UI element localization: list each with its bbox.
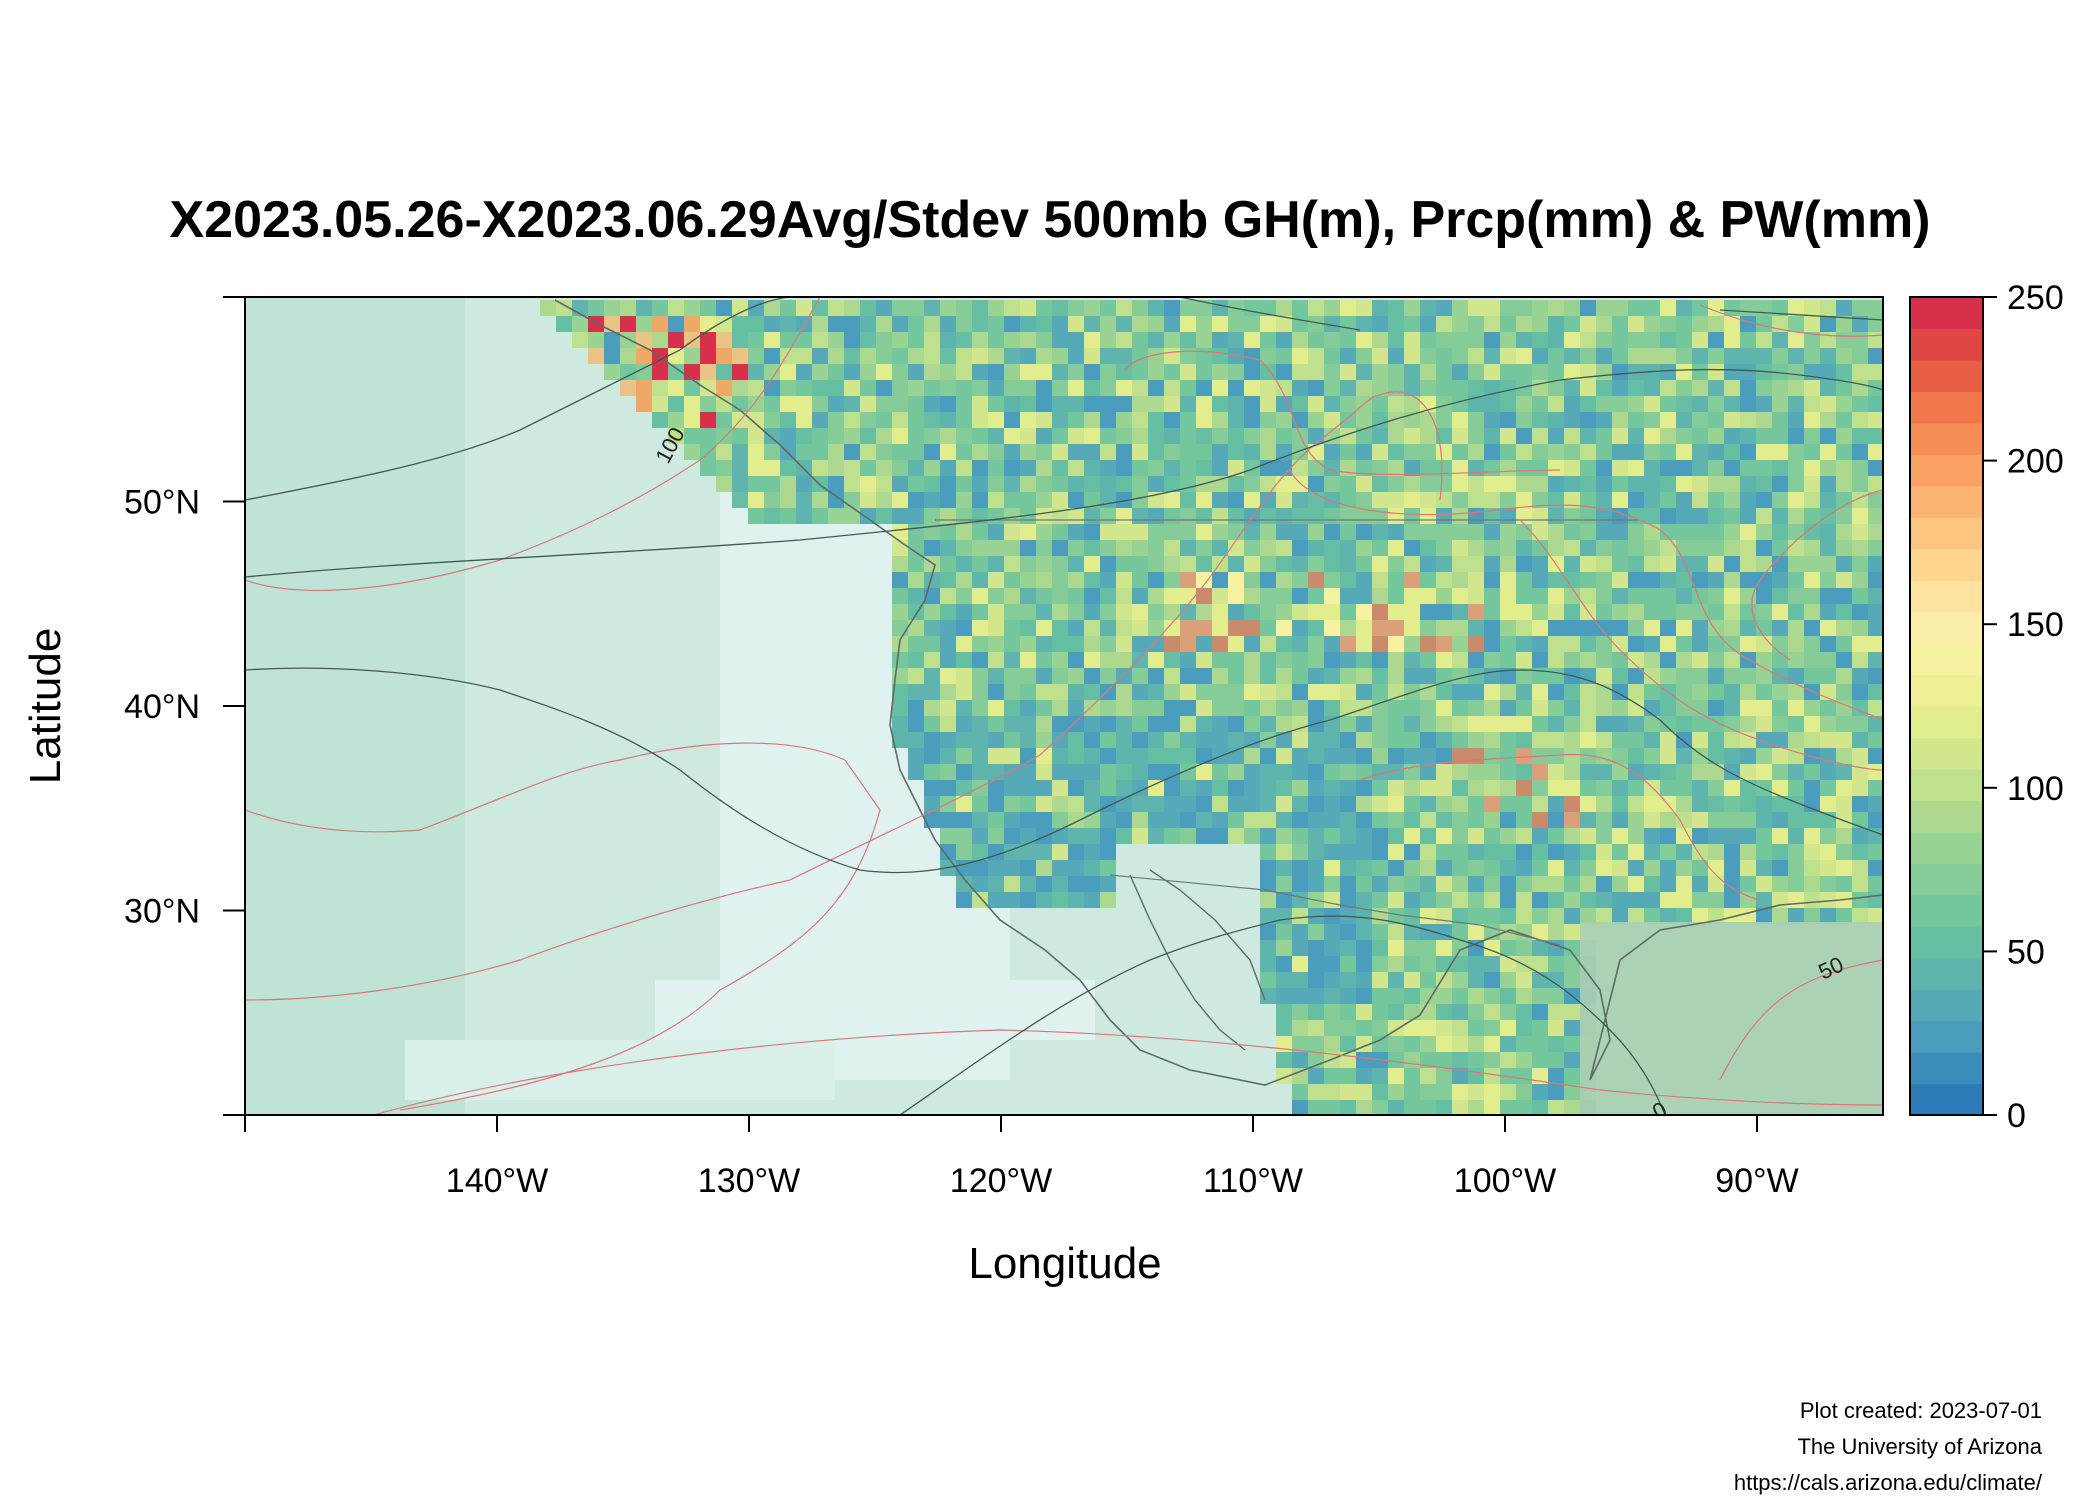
pw-contours: [245, 297, 1883, 1115]
colorbar-swatch: [1910, 831, 1983, 864]
colorbar-swatch: [1910, 800, 1983, 833]
x-tick-label: 140°W: [446, 1162, 548, 1200]
colorbar-swatch: [1910, 485, 1983, 518]
colorbar-swatch: [1910, 328, 1983, 361]
colorbar-swatch: [1910, 422, 1983, 455]
colorbar-swatch: [1910, 674, 1983, 707]
y-tick-label: 40°N: [124, 688, 200, 726]
colorbar-swatch: [1910, 297, 1983, 330]
colorbar-tick-label: 250: [2007, 279, 2064, 317]
colorbar-swatch: [1910, 548, 1983, 581]
colorbar-tick-label: 200: [2007, 443, 2064, 481]
footer-url: https://cals.arizona.edu/climate/: [1733, 1470, 2042, 1495]
colorbar-swatch: [1910, 517, 1983, 550]
colorbar-swatch: [1910, 454, 1983, 487]
gulf-region: [1580, 922, 1883, 1115]
colorbar-swatch: [1910, 359, 1983, 392]
land-precip-cells: [540, 300, 1883, 1115]
colorbar-swatch: [1910, 391, 1983, 424]
y-tick-label: 50°N: [124, 484, 200, 522]
y-axis: 30°N 40°N 50°N: [124, 296, 245, 1116]
y-axis-label: Latitude: [21, 628, 70, 785]
colorbar: 0 50 100 150 200 250: [1909, 279, 2064, 1135]
x-axis: 140°W 130°W 120°W 110°W 100°W 90°W: [244, 1115, 1799, 1200]
x-tick-label: 100°W: [1454, 1162, 1556, 1200]
colorbar-swatch: [1910, 706, 1983, 739]
colorbar-swatch: [1910, 926, 1983, 959]
colorbar-swatch: [1910, 1020, 1983, 1053]
colorbar-swatch: [1910, 768, 1983, 801]
colorbar-swatch: [1910, 737, 1983, 770]
colorbar-swatch: [1910, 1052, 1983, 1085]
x-tick-label: 110°W: [1203, 1162, 1303, 1200]
chart-title: X2023.05.26-X2023.06.29Avg/Stdev 500mb G…: [169, 191, 1931, 249]
x-tick-label: 120°W: [950, 1162, 1052, 1200]
x-tick-label: 90°W: [1715, 1162, 1799, 1200]
baja-coast: [1129, 869, 1266, 1051]
colorbar-swatch: [1910, 957, 1983, 990]
colorbar-swatch: [1910, 1083, 1983, 1116]
colorbar-tick-label: 100: [2007, 770, 2064, 808]
gh-contours: [245, 297, 1883, 1115]
x-axis-label: Longitude: [968, 1239, 1161, 1288]
y-tick-label: 30°N: [124, 893, 200, 931]
footer-org: The University of Arizona: [1797, 1434, 2042, 1459]
colorbar-swatch: [1910, 611, 1983, 644]
colorbar-tick-label: 50: [2007, 933, 2045, 971]
x-tick-label: 130°W: [698, 1162, 800, 1200]
colorbar-swatch: [1910, 580, 1983, 613]
colorbar-swatch: [1910, 863, 1983, 896]
colorbar-swatch: [1910, 643, 1983, 676]
border-lines: [935, 519, 1640, 946]
colorbar-tick-label: 150: [2007, 606, 2064, 644]
precip-raster: 100 50 0: [245, 297, 1883, 1115]
colorbar-swatch: [1910, 894, 1983, 927]
colorbar-swatch: [1910, 989, 1983, 1022]
footer-created: Plot created: 2023-07-01: [1799, 1398, 2042, 1423]
coastline: [554, 299, 1883, 1086]
colorbar-tick-label: 0: [2007, 1097, 2026, 1135]
